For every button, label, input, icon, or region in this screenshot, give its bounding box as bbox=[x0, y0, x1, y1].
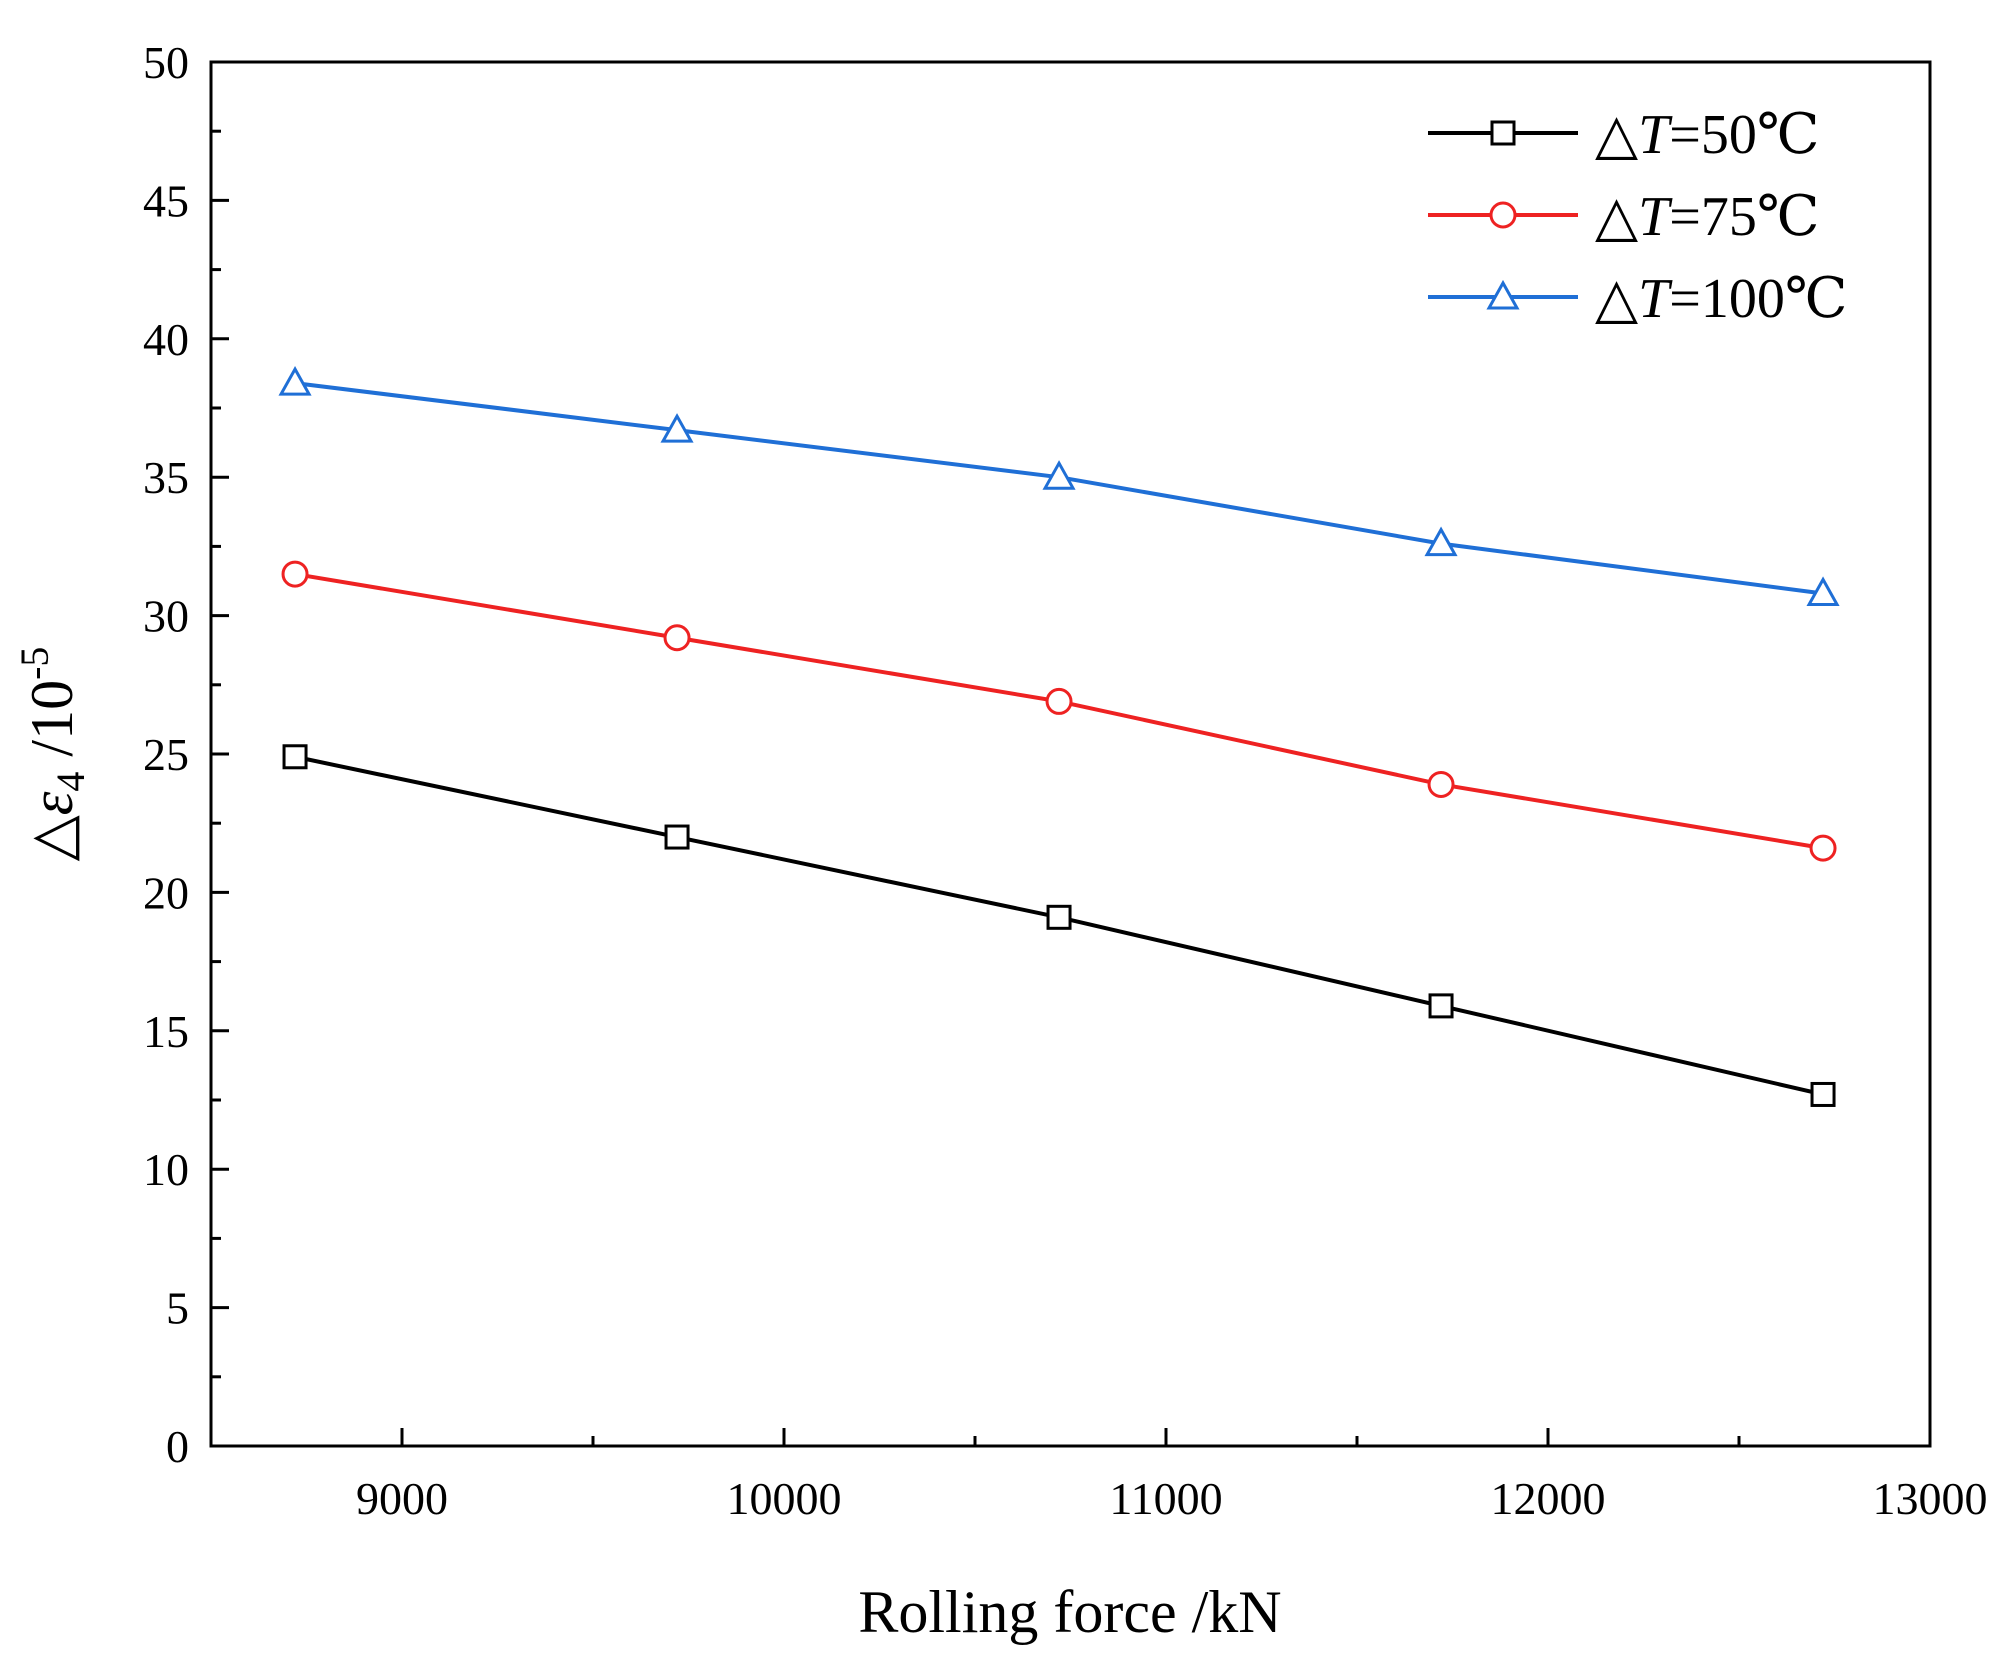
y-tick-label: 50 bbox=[143, 37, 189, 88]
y-tick-label: 10 bbox=[143, 1144, 189, 1195]
data-point bbox=[1809, 834, 1837, 862]
legend: △T=50℃△T=75℃△T=100℃ bbox=[1428, 104, 1847, 330]
data-point bbox=[281, 560, 309, 588]
y-axis-title-symbol: ε bbox=[19, 791, 85, 815]
legend-label-value: =50℃ bbox=[1669, 104, 1819, 166]
y-tick-label: 5 bbox=[166, 1283, 189, 1334]
data-point bbox=[664, 824, 690, 850]
legend-entry: △T=75℃ bbox=[1428, 186, 1819, 248]
legend-label-var: T bbox=[1638, 186, 1673, 248]
legend-label-var: T bbox=[1638, 268, 1673, 330]
data-point bbox=[1428, 993, 1454, 1019]
legend-label-var: T bbox=[1638, 104, 1673, 166]
data-point bbox=[1427, 770, 1455, 798]
data-point bbox=[1045, 687, 1073, 715]
legend-entry: △T=50℃ bbox=[1428, 104, 1819, 166]
y-tick-label: 45 bbox=[143, 175, 189, 226]
legend-marker bbox=[1486, 279, 1520, 310]
legend-label: △T=75℃ bbox=[1595, 186, 1819, 248]
y-axis-ticks: 0 5 10 15 20 25 30 35 40 45 50 bbox=[143, 37, 229, 1472]
y-tick-label: 35 bbox=[143, 452, 189, 503]
data-point bbox=[663, 624, 691, 652]
data-point bbox=[1806, 576, 1840, 606]
y-tick-label: 30 bbox=[143, 591, 189, 642]
series-2 bbox=[281, 560, 1837, 862]
legend-label-value: =75℃ bbox=[1669, 186, 1819, 248]
x-axis-title: Rolling force /kN bbox=[858, 1579, 1281, 1645]
data-point bbox=[1046, 904, 1072, 930]
series-layer bbox=[278, 366, 1840, 1107]
y-tick-label: 40 bbox=[143, 314, 189, 365]
x-tick-label: 10000 bbox=[727, 1473, 842, 1524]
y-axis-title-prefix: △ bbox=[19, 815, 85, 861]
legend-label: △T=100℃ bbox=[1595, 268, 1847, 330]
data-point bbox=[1042, 460, 1076, 490]
legend-label-prefix: △ bbox=[1595, 186, 1638, 248]
x-tick-label: 12000 bbox=[1491, 1473, 1606, 1524]
y-tick-label: 20 bbox=[143, 867, 189, 918]
data-point bbox=[278, 366, 312, 396]
x-tick-label: 13000 bbox=[1873, 1473, 1988, 1524]
y-axis-title-unit: /10 bbox=[19, 680, 85, 772]
data-point bbox=[660, 413, 694, 443]
x-axis-ticks: 9000 10000 11000 12000 13000 bbox=[356, 1428, 1988, 1524]
y-axis-title: △ε4 /10-5 bbox=[12, 647, 93, 862]
y-tick-label: 25 bbox=[143, 729, 189, 780]
data-point bbox=[1424, 526, 1458, 557]
legend-marker bbox=[1489, 201, 1517, 229]
y-tick-label: 15 bbox=[143, 1006, 189, 1057]
y-axis-title-superscript: -5 bbox=[12, 647, 57, 680]
y-axis-title-subscript: 4 bbox=[48, 772, 93, 792]
plot-frame bbox=[209, 60, 1932, 1448]
series-3 bbox=[278, 366, 1840, 606]
y-tick-label: 0 bbox=[166, 1421, 189, 1472]
legend-marker bbox=[1490, 120, 1516, 146]
legend-entry: △T=100℃ bbox=[1428, 268, 1847, 330]
legend-label-prefix: △ bbox=[1595, 268, 1638, 330]
data-point bbox=[282, 744, 308, 770]
data-point bbox=[1810, 1081, 1836, 1107]
legend-label-value: =100℃ bbox=[1669, 268, 1847, 330]
legend-label-prefix: △ bbox=[1595, 104, 1638, 166]
legend-label: △T=50℃ bbox=[1595, 104, 1819, 166]
x-tick-label: 9000 bbox=[356, 1473, 448, 1524]
x-tick-label: 11000 bbox=[1109, 1473, 1222, 1524]
series-1 bbox=[282, 744, 1836, 1107]
